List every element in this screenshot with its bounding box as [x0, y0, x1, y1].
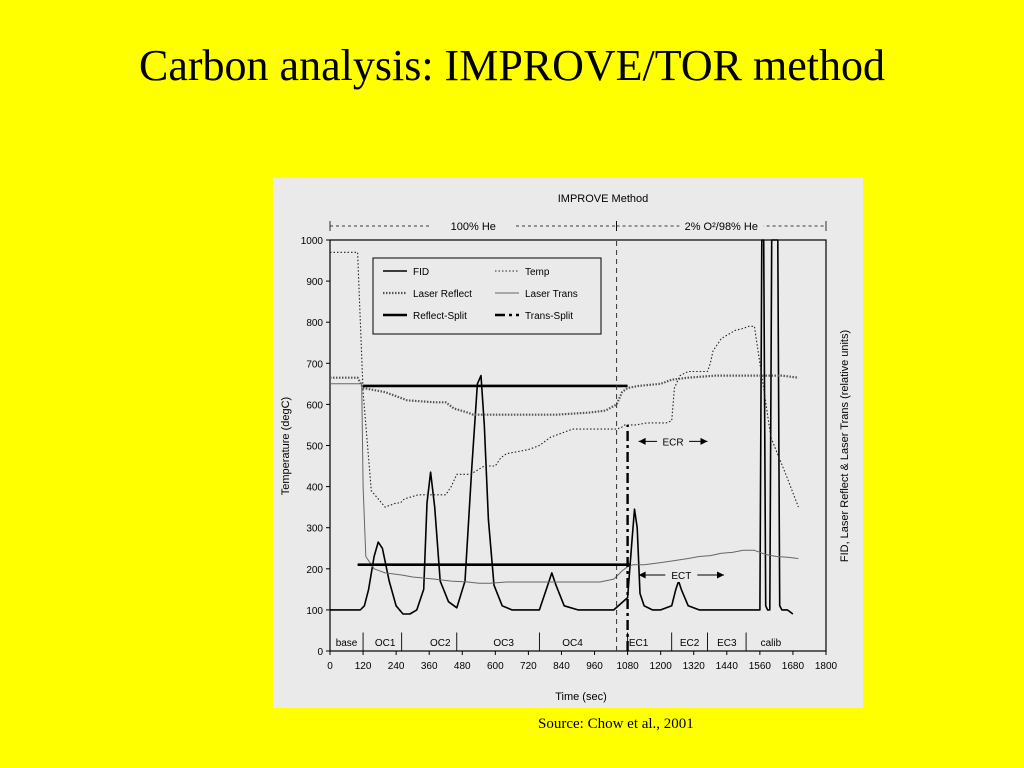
annotation-ecr-bg: [657, 433, 690, 449]
x-tick-label: 120: [355, 661, 372, 672]
y-tick-label: 0: [317, 647, 323, 658]
phase-label-oc4: OC4: [562, 638, 583, 649]
x-tick-label: 840: [553, 661, 570, 672]
y-tick-label: 900: [306, 277, 323, 288]
x-tick-label: 1320: [683, 661, 706, 672]
y-tick-label: 500: [306, 442, 323, 453]
x-tick-label: 1200: [650, 661, 673, 672]
phase-label-ec2: EC2: [680, 638, 700, 649]
annotation-ect-head-left: [638, 571, 646, 579]
x-tick-label: 960: [586, 661, 603, 672]
y-tick-label: 1000: [301, 236, 324, 247]
y-tick-label: 700: [306, 359, 323, 370]
legend-label-reflect-split: Reflect-Split: [413, 311, 467, 322]
atmosphere-label: 100% He: [451, 221, 496, 233]
phase-label-ec3: EC3: [717, 638, 737, 649]
slide-title: Carbon analysis: IMPROVE/TOR method: [139, 41, 885, 90]
source-caption: Source: Chow et al., 2001: [538, 716, 694, 732]
annotation-ecr-head-right: [700, 437, 708, 445]
legend-box: [372, 257, 602, 335]
annotation-ect-bg: [665, 566, 698, 582]
atmosphere-label: 2% O²/98% He: [685, 221, 758, 233]
annotation-ecr-head-left: [638, 437, 646, 445]
y-tick-label: 100: [306, 606, 323, 617]
phase-label-base: base: [336, 638, 358, 649]
legend-label-laser-trans: Laser Trans: [525, 289, 578, 300]
x-axis-label: Time (sec): [555, 691, 607, 703]
annotation-ecr-label: ECR: [663, 437, 684, 448]
y-tick-label: 200: [306, 565, 323, 576]
x-tick-label: 1560: [749, 661, 772, 672]
phase-label-oc2: OC2: [430, 638, 451, 649]
x-tick-label: 1680: [782, 661, 805, 672]
legend-label-trans-split: Trans-Split: [525, 311, 573, 322]
phase-label-calib: calib: [761, 638, 782, 649]
y-axis-label: Temperature (degC): [280, 397, 292, 495]
legend-label-fid: FID: [413, 267, 429, 278]
atmosphere-label-bg: [679, 217, 764, 233]
phase-label-ec1: EC1: [629, 638, 649, 649]
x-tick-label: 720: [520, 661, 537, 672]
x-tick-label: 0: [327, 661, 333, 672]
legend-label-laser-reflect: Laser Reflect: [413, 289, 472, 300]
series-fid: [330, 239, 794, 615]
y-tick-label: 600: [306, 400, 323, 411]
x-tick-label: 240: [388, 661, 405, 672]
annotation-ect-label: ECT: [671, 571, 691, 582]
series-laser-trans: [330, 383, 799, 584]
phase-label-oc3: OC3: [493, 638, 514, 649]
x-tick-label: 1080: [616, 661, 639, 672]
series-temp: [330, 251, 799, 508]
y-tick-label: 300: [306, 524, 323, 535]
phase-label-oc1: OC1: [375, 638, 396, 649]
atmosphere-label-bg: [431, 217, 516, 233]
legend-label-temp: Temp: [525, 267, 550, 278]
chart-panel: 0 100 200 300 400 500 600 700 800 900 1000 0 120 240 3…: [273, 178, 863, 708]
annotation-ect-head-right: [717, 571, 725, 579]
series-laser-reflect: [330, 374, 799, 416]
x-tick-label: 1800: [815, 661, 838, 672]
x-tick-label: 480: [454, 661, 471, 672]
y-tick-label: 400: [306, 483, 323, 494]
chart-title: IMPROVE Method: [558, 193, 648, 205]
y-tick-label: 800: [306, 318, 323, 329]
x-tick-label: 1440: [716, 661, 739, 672]
y2-axis-label: FID, Laser Reflect & Laser Trans (relati…: [839, 330, 851, 562]
x-tick-label: 360: [421, 661, 438, 672]
x-tick-label: 600: [487, 661, 504, 672]
chart-svg: 0 100 200 300 400 500 600 700 800 900 1000 0 120 240 3…: [280, 193, 851, 703]
